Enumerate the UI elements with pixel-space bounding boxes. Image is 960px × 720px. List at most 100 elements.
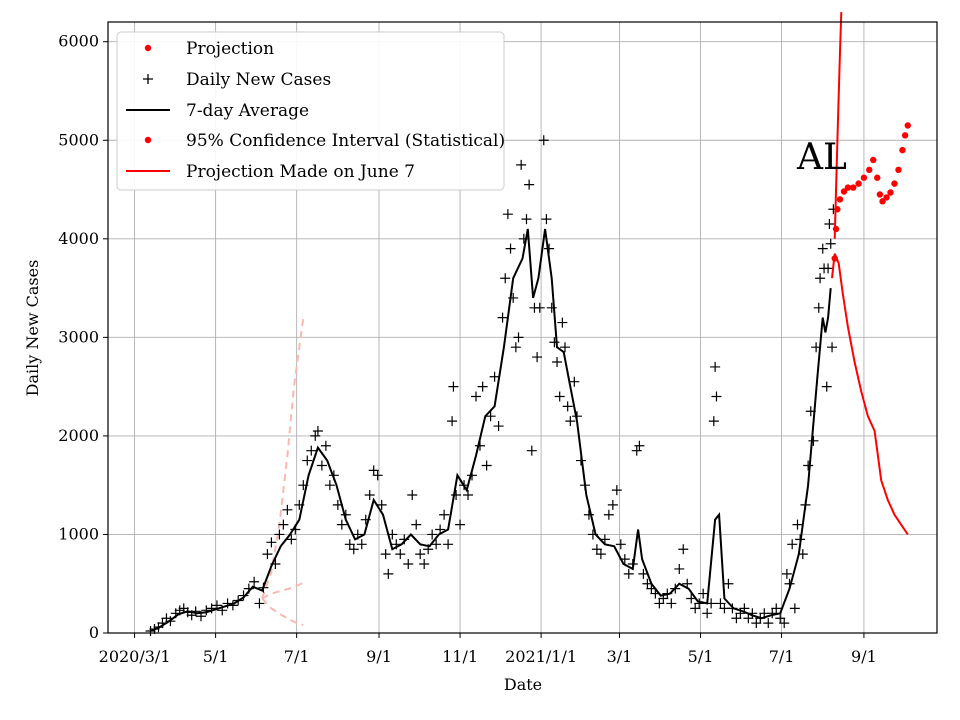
daily-case-plus-marker (411, 519, 422, 530)
daily-case-plus-marker (698, 588, 709, 599)
projection-dot (844, 184, 852, 191)
daily-case-plus-marker (439, 509, 450, 520)
x-tick-label: 7/1 (284, 647, 310, 666)
daily-case-plus-marker (395, 549, 406, 560)
y-tick-label: 1000 (58, 524, 99, 543)
projection-dot (870, 156, 877, 164)
daily-case-plus-marker (702, 608, 713, 619)
x-tick-label: 11/1 (442, 647, 478, 666)
daily-case-plus-marker (286, 534, 297, 545)
legend-item-projection-june-7: Projection Made on June 7 (126, 162, 415, 182)
daily-case-plus-marker (731, 613, 742, 624)
region-label: AL (796, 137, 847, 178)
legend-marker-plus (143, 74, 153, 84)
daily-case-plus-marker (666, 598, 677, 609)
daily-case-plus-marker (815, 273, 826, 284)
legend-marker-projection (144, 44, 152, 52)
daily-case-plus-marker (471, 391, 482, 402)
daily-case-plus-marker (541, 214, 552, 225)
legend-item-projection: Projection (144, 39, 274, 59)
daily-case-plus-marker (302, 455, 313, 466)
projection-dot (904, 122, 911, 129)
daily-case-plus-marker (623, 568, 634, 579)
daily-case-plus-marker (254, 598, 265, 609)
daily-case-plus-marker (419, 559, 430, 570)
daily-case-plus-marker (711, 391, 722, 402)
series-lines (150, 12, 909, 632)
daily-case-plus-marker (751, 618, 762, 629)
projection-dot (901, 132, 909, 139)
daily-case-plus-marker (775, 613, 786, 624)
daily-case-plus-marker (262, 549, 273, 560)
confidence-upper-line (833, 12, 843, 239)
projection-dot (874, 174, 881, 181)
daily-case-plus-marker (607, 499, 618, 510)
daily-case-plus-marker (554, 391, 565, 402)
legend-item-confidence-interval: 95% Confidence Interval (Statistical) (144, 131, 505, 151)
daily-case-plus-marker (552, 356, 563, 367)
y-tick-label: 3000 (58, 327, 99, 346)
daily-case-plus-marker (278, 519, 289, 530)
daily-case-plus-marker (615, 539, 626, 550)
projection-dot (899, 146, 906, 154)
daily-case-plus-marker (447, 416, 458, 427)
daily-case-plus-marker (497, 312, 508, 323)
daily-case-plus-marker (526, 445, 537, 456)
daily-case-plus-marker (238, 590, 249, 601)
daily-case-plus-marker (546, 302, 557, 313)
daily-case-plus-marker (518, 233, 529, 244)
daily-case-plus-marker (715, 598, 726, 609)
daily-case-plus-marker (779, 618, 790, 629)
legend-item-daily-new-cases: Daily New Cases (143, 70, 331, 90)
projection-dot (840, 188, 848, 195)
daily-case-plus-marker (485, 411, 496, 422)
daily-case-plus-marker (771, 603, 782, 614)
projection-dot (887, 189, 894, 196)
legend-marker-confidence (144, 136, 152, 144)
daily-case-plus-marker (463, 490, 474, 501)
y-tick-label: 0 (89, 623, 99, 642)
x-tick-label: 5/1 (203, 647, 229, 666)
projection-dots (831, 122, 911, 262)
daily-case-plus-marker (557, 317, 568, 328)
daily-case-plus-marker (521, 214, 532, 225)
daily-case-plus-marker (282, 504, 293, 515)
daily-case-plus-marker (306, 445, 317, 456)
daily-case-plus-marker (538, 135, 549, 146)
projection-dot (855, 180, 862, 187)
daily-case-plus-marker (708, 416, 719, 427)
daily-case-plus-marker (825, 238, 836, 249)
daily-case-plus-marker (583, 509, 594, 520)
daily-case-plus-marker (312, 425, 323, 436)
x-tick-label: 5/1 (688, 647, 714, 666)
daily-case-plus-marker (320, 440, 331, 451)
plot-frame (107, 21, 938, 634)
daily-case-plus-marker (781, 568, 792, 579)
daily-case-plus-marker (451, 490, 462, 501)
daily-case-plus-marker (710, 361, 721, 372)
daily-case-plus-marker (364, 490, 375, 501)
legend-label-daily-new-cases: Daily New Cases (186, 70, 331, 90)
x-tick-label: 3/1 (607, 647, 633, 666)
projection-dot (876, 191, 884, 198)
legend: Projection Daily New Cases 7-day Average… (116, 31, 505, 191)
y-tick-label: 4000 (58, 229, 99, 248)
projection-june-7-line (831, 253, 909, 536)
daily-case-plus-marker (407, 490, 418, 501)
daily-case-plus-marker (431, 539, 442, 550)
daily-case-plus-marker (532, 352, 543, 363)
projection-dot (832, 225, 840, 233)
projection-dot (879, 198, 886, 205)
daily-case-plus-marker (316, 460, 327, 471)
daily-case-plus-marker (348, 544, 359, 555)
projection-dot (860, 174, 868, 181)
daily-case-plus-marker (489, 371, 500, 382)
daily-case-plus-marker (674, 563, 685, 574)
daily-case-plus-marker (415, 549, 426, 560)
daily-case-plus-marker (603, 509, 614, 520)
projection-dot (883, 194, 890, 201)
projection-dot (866, 166, 873, 174)
old-projection-dashed-line (261, 581, 304, 600)
x-tick-label: 2021/1/1 (505, 647, 577, 666)
